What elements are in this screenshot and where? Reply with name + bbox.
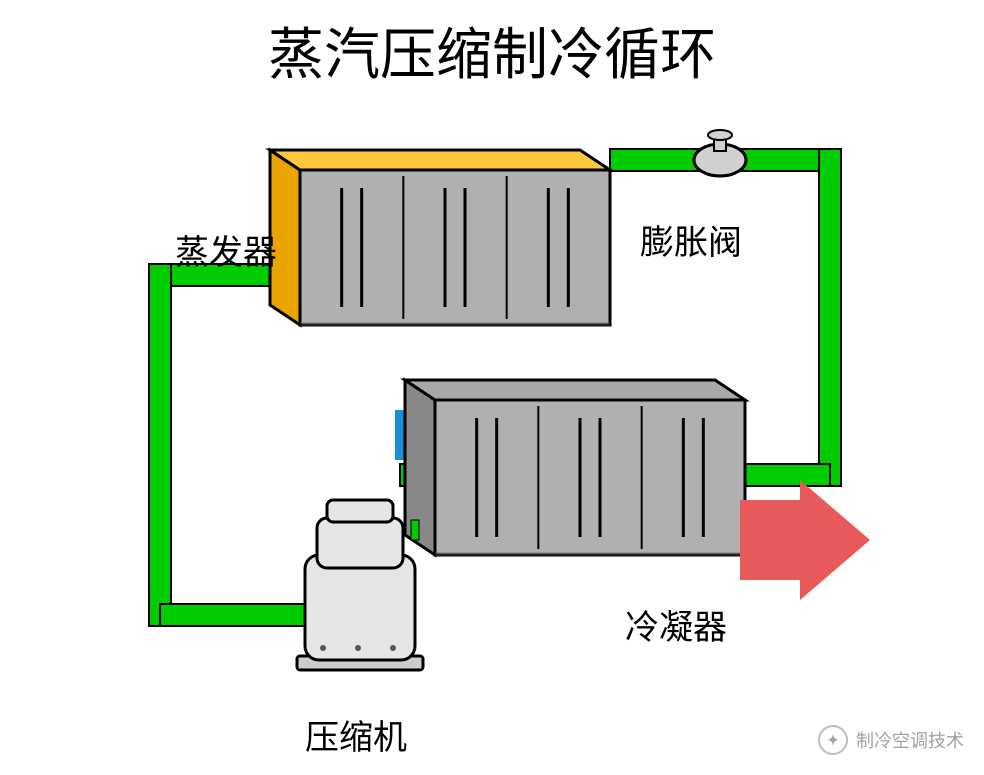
- watermark-text: 制冷空调技术: [856, 727, 964, 753]
- expansion-valve-label: 膨胀阀: [640, 215, 742, 264]
- expansion-valve: [694, 130, 746, 176]
- compressor-unit: [297, 500, 423, 670]
- condenser-label: 冷凝器: [625, 600, 727, 649]
- wechat-icon: ✦: [818, 725, 848, 755]
- airflow-out-arrow: [740, 480, 870, 600]
- condenser-unit: [405, 380, 745, 555]
- refrigeration-cycle-diagram: [0, 0, 984, 775]
- watermark: ✦ 制冷空调技术: [818, 725, 964, 755]
- evaporator-label: 蒸发器: [175, 225, 277, 274]
- evaporator-unit: [270, 150, 610, 325]
- compressor-label: 压缩机: [305, 710, 407, 759]
